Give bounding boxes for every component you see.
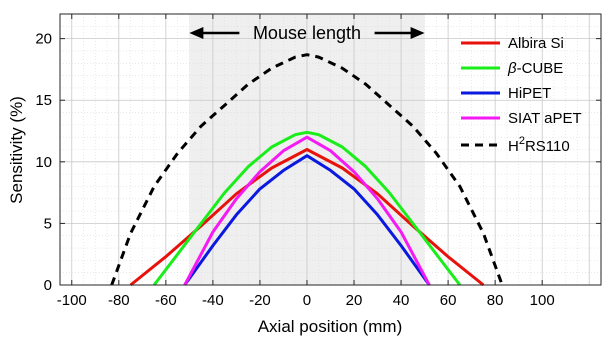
x-tick-label: 100: [530, 292, 555, 309]
y-tick-label: 5: [44, 215, 52, 232]
series-line-0: [129, 148, 485, 287]
arrow-left-head: [189, 27, 204, 39]
tick-labels: -100 -80 -60 -40 -20 0 20 40 60 80 100 0 5 10 15 20: [35, 31, 554, 309]
x-tick-label: -40: [202, 292, 224, 309]
arrow-right-head: [410, 27, 425, 39]
y-axis-label: Sensitivity (%): [7, 96, 26, 204]
x-tick-label: 80: [487, 292, 504, 309]
y-tick-label: 20: [35, 31, 52, 48]
series-line-4: [110, 53, 504, 286]
major-grid: [60, 14, 601, 286]
y-tick-label: 15: [35, 92, 52, 109]
x-tick-label: 60: [440, 292, 457, 309]
y-tick-label: 0: [44, 277, 52, 294]
beta-cube-rest: -CUBE: [517, 60, 564, 77]
legend-label-beta-cube: β-CUBE: [507, 60, 563, 77]
tick-marks: [60, 14, 601, 286]
series-line-3: [183, 135, 431, 286]
plot-frame: [59, 13, 602, 286]
x-axis-label: Axial position (mm): [258, 317, 403, 336]
legend-label-albira-si: Albira Si: [508, 35, 564, 52]
legend-label-siat-apet: SIAT aPET: [508, 110, 582, 127]
legend-label-h2rs110: H2RS110: [508, 135, 570, 155]
x-tick-label: 20: [346, 292, 363, 309]
h2rs110-sup: 2: [519, 135, 525, 147]
x-tick-label: 40: [393, 292, 410, 309]
beta-symbol: β: [507, 60, 517, 77]
series-line-2: [183, 154, 431, 286]
legend: Albira Si β-CUBE HiPET SIAT aPET H2RS110: [461, 35, 582, 155]
h2rs110-h: H: [508, 138, 519, 155]
x-tick-label: -100: [57, 292, 87, 309]
y-tick-label: 10: [35, 154, 52, 171]
h2rs110-rest: RS110: [525, 138, 570, 155]
x-tick-label: -60: [155, 292, 177, 309]
series-line-1: [152, 130, 462, 286]
x-tick-label: -20: [249, 292, 271, 309]
x-tick-label: -80: [108, 292, 130, 309]
legend-label-hipet: HiPET: [508, 85, 551, 102]
mouse-length-label: Mouse length: [253, 23, 361, 43]
x-tick-label: 0: [303, 292, 311, 309]
series-layer: [110, 53, 504, 287]
mouse-length-annotation: Mouse length: [189, 23, 425, 43]
